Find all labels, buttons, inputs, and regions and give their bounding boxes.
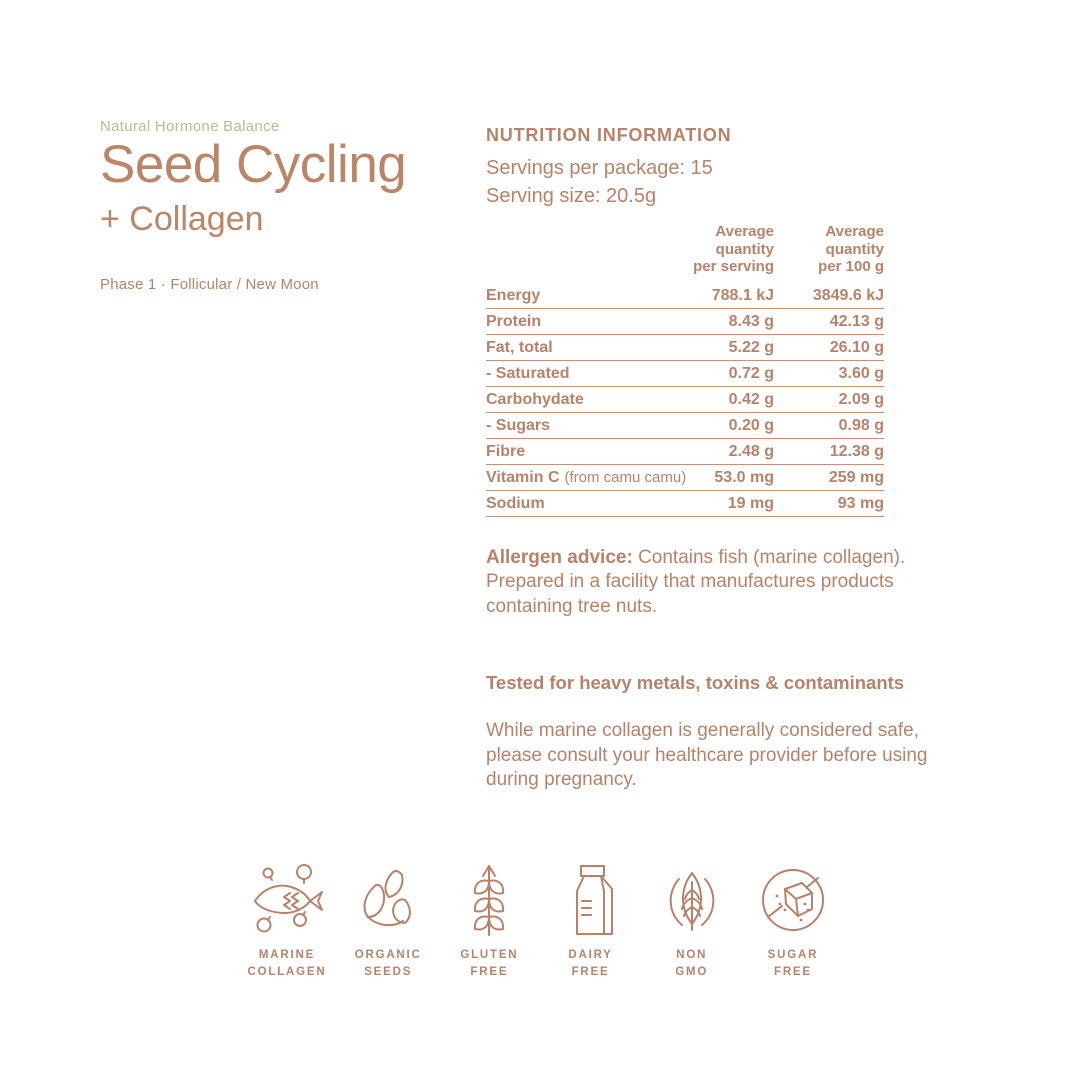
value-per-serving: 0.20 g	[728, 416, 774, 434]
phase-label: Phase 1 · Follicular / New Moon	[100, 276, 319, 293]
nutrition-heading: NUTRITION INFORMATION	[486, 125, 732, 145]
row-fat-total: Fat, total 5.22 g 26.10 g	[486, 335, 884, 361]
fish-icon	[254, 864, 323, 933]
value-per-serving: 0.72 g	[728, 364, 774, 382]
row-label: Energy	[486, 286, 541, 304]
allergen-text: Contains fish (marine collagen). Prepare…	[486, 546, 906, 617]
testing-heading: Tested for heavy metals, toxins & contam…	[486, 672, 905, 693]
leaf-icon	[669, 872, 714, 931]
milk-carton-icon	[575, 865, 613, 935]
nutrition-table: Average quantity per serving Average qua…	[486, 223, 884, 517]
row-sodium: Sodium 19 mg 93 mg	[486, 491, 884, 517]
value-per-100g: 3849.6 kJ	[812, 286, 884, 304]
row-vitamin-c: Vitamin C (from camu camu) 53.0 mg 259 mg	[486, 465, 884, 491]
row-label: - Saturated	[486, 364, 570, 382]
row-energy: Energy 788.1 kJ 3849.6 kJ	[486, 283, 884, 309]
badge-sugar-free: SUGAR FREE	[744, 860, 842, 982]
value-per-100g: 0.98 g	[838, 416, 884, 434]
badge-organic-seeds: ORGANIC SEEDS	[339, 860, 437, 982]
nutrition-table-header: Average quantity per serving Average qua…	[486, 223, 884, 283]
badge-label: ORGANIC SEEDS	[354, 949, 422, 979]
value-per-serving: 5.22 g	[728, 338, 774, 356]
brand-block: Natural Hormone Balance Seed Cycling + C…	[100, 118, 407, 293]
product-title: Seed Cycling	[100, 135, 407, 194]
column-header-per-serving: Average quantity per serving	[693, 223, 774, 275]
value-per-serving: 8.43 g	[728, 312, 774, 330]
sugar-cube-icon	[761, 869, 824, 931]
value-per-100g: 12.38 g	[829, 442, 884, 460]
badge-label: GLUTEN FREE	[460, 949, 519, 979]
value-per-serving: 2.48 g	[728, 442, 774, 460]
nutrition-panel: NUTRITION INFORMATION Servings per packa…	[486, 124, 938, 793]
row-fibre: Fibre 2.48 g 12.38 g	[486, 439, 884, 465]
header-spacer	[486, 223, 682, 276]
row-label: Protein	[486, 312, 542, 330]
value-per-100g: 93 mg	[837, 494, 884, 512]
value-per-serving: 0.42 g	[728, 390, 774, 408]
pregnancy-note: While marine collagen is generally consi…	[486, 720, 928, 790]
badge-marine-collagen: MARINE COLLAGEN	[238, 860, 336, 982]
brand-tagline: Natural Hormone Balance	[100, 118, 280, 135]
row-label: Fat, total	[486, 338, 553, 356]
product-subtitle: + Collagen	[100, 200, 264, 238]
column-header-per-100g: Average quantity per 100 g	[818, 223, 884, 275]
value-per-100g: 259 mg	[828, 468, 884, 486]
allergen-lead: Allergen advice:	[486, 546, 633, 568]
value-per-serving: 19 mg	[727, 494, 774, 512]
allergen-advice: Allergen advice: Contains fish (marine c…	[486, 546, 938, 620]
row-sugars: - Sugars 0.20 g 0.98 g	[486, 413, 884, 439]
badge-label: NON GMO	[675, 949, 709, 979]
badge-label: DAIRY FREE	[568, 949, 613, 979]
row-saturated: - Saturated 0.72 g 3.60 g	[486, 361, 884, 387]
serving-size: Serving size: 20.5g	[486, 185, 657, 207]
row-label: Sodium	[486, 494, 545, 512]
badge-dairy-free: DAIRY FREE	[542, 860, 640, 982]
wheat-icon	[474, 865, 505, 936]
servings-per-package: Servings per package: 15	[486, 157, 713, 179]
row-label: - Sugars	[486, 416, 551, 434]
badge-gluten-free: GLUTEN FREE	[440, 860, 538, 982]
value-per-100g: 42.13 g	[829, 312, 884, 330]
badge-non-gmo: NON GMO	[643, 860, 741, 982]
row-label: Carbohydate	[486, 390, 584, 408]
badge-row: MARINE COLLAGEN ORGANIC SEEDS	[238, 860, 842, 982]
row-protein: Protein 8.43 g 42.13 g	[486, 309, 884, 335]
seeds-icon	[363, 870, 412, 927]
row-label: Vitamin C	[486, 468, 560, 486]
value-per-100g: 3.60 g	[838, 364, 884, 382]
value-per-100g: 2.09 g	[838, 390, 884, 408]
value-per-serving: 788.1 kJ	[711, 286, 774, 304]
row-carbohydrate: Carbohydate 0.42 g 2.09 g	[486, 387, 884, 413]
badge-label: MARINE COLLAGEN	[247, 949, 327, 979]
value-per-100g: 26.10 g	[829, 338, 884, 356]
value-per-serving: 53.0 mg	[714, 468, 774, 486]
row-label: Fibre	[486, 442, 526, 460]
badge-label: SUGAR FREE	[767, 949, 819, 979]
row-label-note: (from camu camu)	[564, 468, 687, 486]
